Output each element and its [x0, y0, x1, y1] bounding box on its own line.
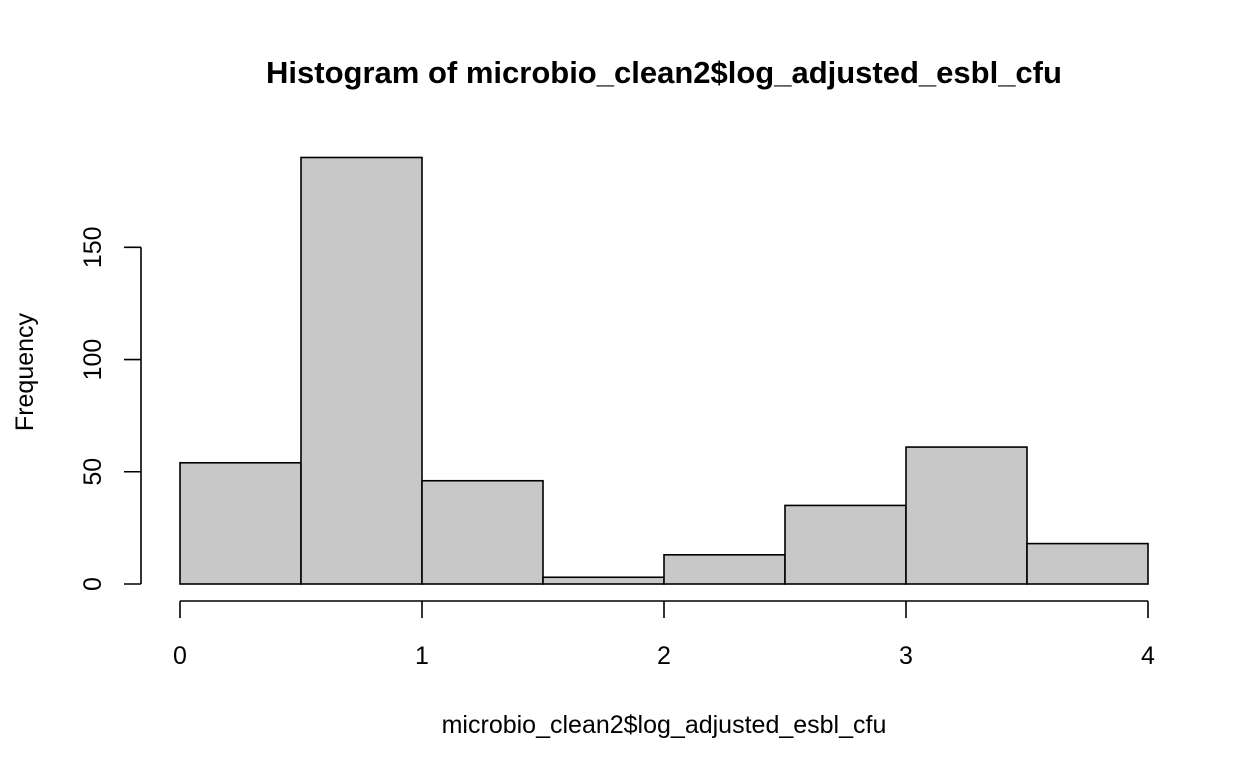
histogram-bar-3	[542, 576, 665, 585]
histogram-bar-2	[421, 479, 544, 585]
chart-title: Histogram of microbio_clean2$log_adjuste…	[266, 55, 1062, 90]
histogram-bar-4	[663, 554, 786, 585]
bars-group	[179, 156, 1149, 585]
histogram-bar-6	[905, 446, 1028, 585]
x-tick-label: 4	[1141, 642, 1155, 670]
y-axis: 0 50 100 150	[79, 226, 142, 591]
x-tick-label: 0	[173, 642, 187, 670]
y-axis-label: Frequency	[11, 312, 39, 431]
y-tick-label: 50	[79, 458, 107, 486]
x-axis-label: microbio_clean2$log_adjusted_esbl_cfu	[442, 711, 887, 739]
x-tick-label: 1	[415, 642, 429, 670]
histogram-bar-5	[784, 504, 907, 585]
histogram-bar-0	[179, 461, 302, 585]
x-axis: 0 1 2 3 4	[173, 600, 1155, 670]
y-tick-label: 100	[79, 339, 107, 381]
y-tick-label: 150	[79, 226, 107, 268]
y-tick-label: 0	[79, 577, 107, 591]
x-tick-label: 2	[657, 642, 671, 670]
x-tick-label: 3	[899, 642, 913, 670]
histogram-bar-1	[300, 156, 423, 585]
histogram-bar-7	[1026, 542, 1149, 585]
